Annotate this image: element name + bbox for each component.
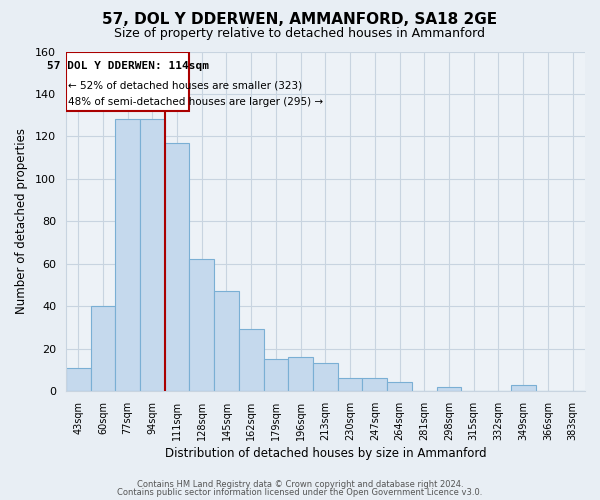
Text: 48% of semi-detached houses are larger (295) →: 48% of semi-detached houses are larger (… — [68, 98, 323, 108]
Bar — [190, 260, 214, 391]
Text: Contains HM Land Registry data © Crown copyright and database right 2024.: Contains HM Land Registry data © Crown c… — [137, 480, 463, 489]
Text: Contains public sector information licensed under the Open Government Licence v3: Contains public sector information licen… — [118, 488, 482, 497]
Bar — [511, 384, 536, 391]
Bar — [289, 357, 313, 391]
Bar — [91, 306, 115, 391]
Bar — [66, 368, 91, 391]
Y-axis label: Number of detached properties: Number of detached properties — [15, 128, 28, 314]
Text: 57, DOL Y DDERWEN, AMMANFORD, SA18 2GE: 57, DOL Y DDERWEN, AMMANFORD, SA18 2GE — [103, 12, 497, 28]
Bar — [239, 330, 263, 391]
Text: ← 52% of detached houses are smaller (323): ← 52% of detached houses are smaller (32… — [68, 80, 302, 90]
X-axis label: Distribution of detached houses by size in Ammanford: Distribution of detached houses by size … — [164, 447, 486, 460]
Bar — [115, 120, 140, 391]
Text: 57 DOL Y DDERWEN: 114sqm: 57 DOL Y DDERWEN: 114sqm — [47, 62, 209, 72]
Bar — [387, 382, 412, 391]
Bar — [437, 386, 461, 391]
Bar — [362, 378, 387, 391]
Bar — [263, 359, 289, 391]
Bar — [313, 364, 338, 391]
Text: Size of property relative to detached houses in Ammanford: Size of property relative to detached ho… — [115, 28, 485, 40]
Bar — [140, 120, 164, 391]
Bar — [214, 291, 239, 391]
FancyBboxPatch shape — [66, 52, 190, 111]
Bar — [338, 378, 362, 391]
Bar — [164, 142, 190, 391]
